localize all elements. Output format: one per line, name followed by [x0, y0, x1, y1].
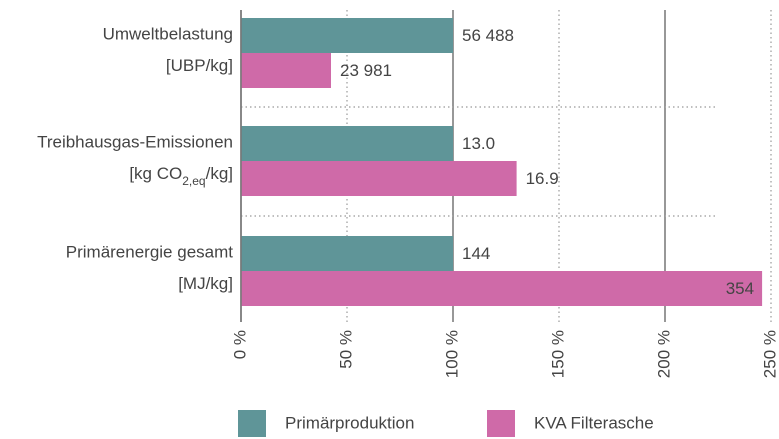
- x-tick-label: 0 %: [230, 330, 249, 359]
- value-label: 354: [726, 279, 754, 298]
- category-unit: [kg CO2,eq/kg]: [129, 164, 233, 188]
- unit-part: /kg]: [206, 164, 233, 183]
- bar: [241, 53, 331, 88]
- unit-part: [MJ/kg]: [178, 274, 233, 293]
- legend-label: KVA Filterasche: [534, 413, 654, 432]
- category-label: Umweltbelastung: [103, 24, 233, 43]
- category-unit: [UBP/kg]: [166, 56, 233, 75]
- category-label: Treibhausgas-Emissionen: [37, 132, 233, 151]
- x-tick-label: 250 %: [760, 330, 779, 378]
- unit-part: 2,eq: [182, 174, 205, 188]
- bar: [241, 18, 453, 53]
- legend-swatch: [487, 410, 515, 437]
- category-unit: [MJ/kg]: [178, 274, 233, 293]
- value-label: 16.9: [526, 169, 559, 188]
- bar: [241, 271, 763, 306]
- unit-part: [kg CO: [129, 164, 182, 183]
- value-label: 23 981: [340, 61, 392, 80]
- value-label: 13.0: [462, 134, 495, 153]
- x-tick-label: 200 %: [654, 330, 673, 378]
- x-tick-label: 150 %: [548, 330, 567, 378]
- value-label: 56 488: [462, 26, 514, 45]
- bar: [241, 126, 453, 161]
- x-tick-label: 50 %: [336, 330, 355, 369]
- bar: [241, 236, 453, 271]
- legend-swatch: [238, 410, 266, 437]
- unit-part: [UBP/kg]: [166, 56, 233, 75]
- category-label: Primärenergie gesamt: [66, 242, 234, 261]
- bar: [241, 161, 517, 196]
- value-label: 144: [462, 244, 490, 263]
- x-tick-label: 100 %: [442, 330, 461, 378]
- legend-label: Primärproduktion: [285, 413, 414, 432]
